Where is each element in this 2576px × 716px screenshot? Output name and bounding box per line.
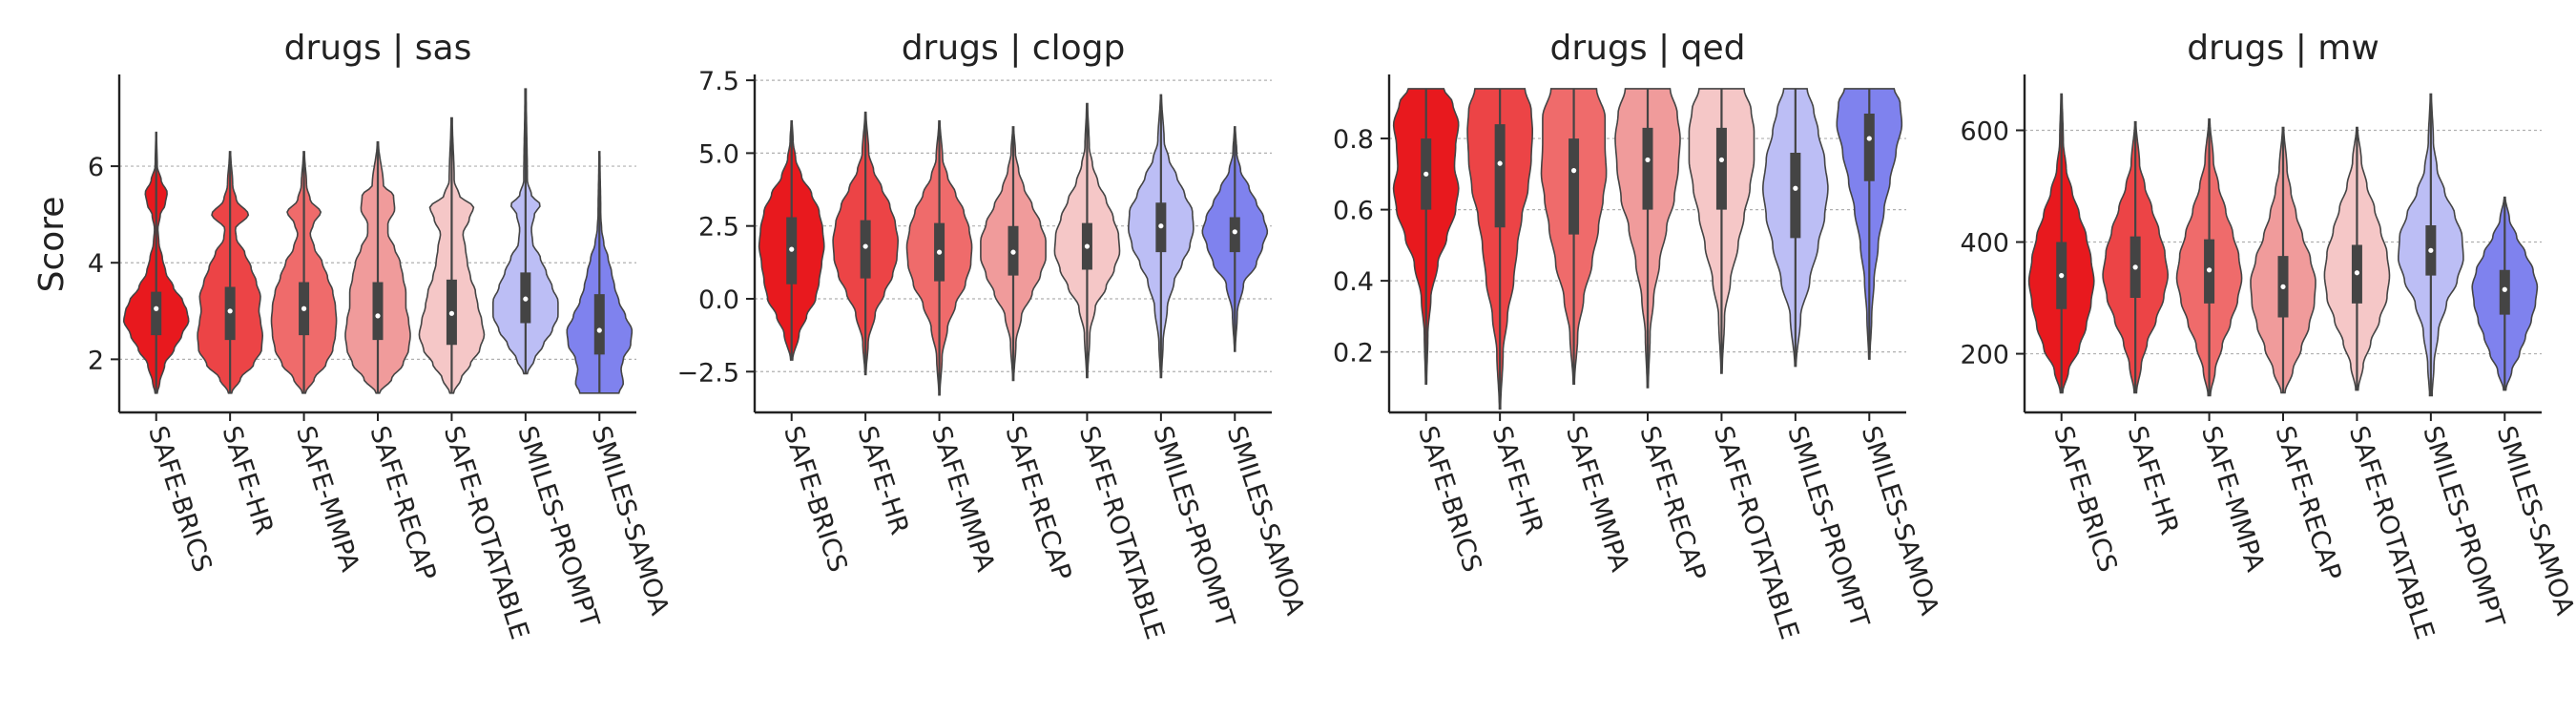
violin-median [2354,270,2360,276]
violin-median [301,305,307,311]
y-tick-label: 6 [88,153,104,182]
violin-median [1645,157,1651,163]
violin-median [936,249,943,255]
y-tick-label: 400 [1960,229,2009,259]
violin-median [789,246,795,252]
violin-median [1232,229,1237,235]
violin-median [596,327,602,333]
violin-median [448,310,455,316]
y-tick-label: 0.2 [1333,339,1374,369]
violin-median [2502,286,2507,292]
panel-title: drugs | qed [1550,29,1746,68]
violin-median [2280,284,2286,289]
violin-median [1570,168,1577,174]
y-tick-label: 0.6 [1333,197,1374,226]
y-tick-label: 0.4 [1333,267,1374,297]
violin-median [1158,223,1164,229]
violin-median [1718,157,1725,163]
panel-title: drugs | mw [2187,29,2379,68]
violin-median [1423,171,1429,177]
y-tick-label: 5.0 [698,139,739,169]
violin-median [2132,264,2138,270]
violin-median [862,243,868,249]
y-tick-label: 0.0 [698,285,739,315]
violin-median [2428,247,2434,253]
violin-median [1497,160,1503,166]
y-tick-label: −2.5 [676,358,739,388]
y-tick-label: 600 [1960,117,2009,147]
y-tick-label: 2 [88,346,104,375]
violin-median [1793,185,1798,191]
violin-median [154,305,159,311]
violin-median [227,308,233,314]
y-tick-label: 4 [88,249,104,279]
violin-median [1010,249,1016,255]
y-tick-label: 200 [1960,341,2009,370]
violin-median [375,313,381,319]
y-tick-label: 0.8 [1333,125,1374,155]
violin-median [1866,136,1872,141]
violin-median [523,296,529,302]
y-tick-label: 2.5 [698,213,739,242]
y-tick-label: 7.5 [698,67,739,96]
violin-median [2206,267,2212,273]
panel-title: drugs | sas [284,29,472,68]
y-axis-label: Score [32,197,72,293]
panel-title: drugs | clogp [902,29,1126,68]
violin-median [2059,273,2065,279]
violin-median [1084,243,1091,249]
